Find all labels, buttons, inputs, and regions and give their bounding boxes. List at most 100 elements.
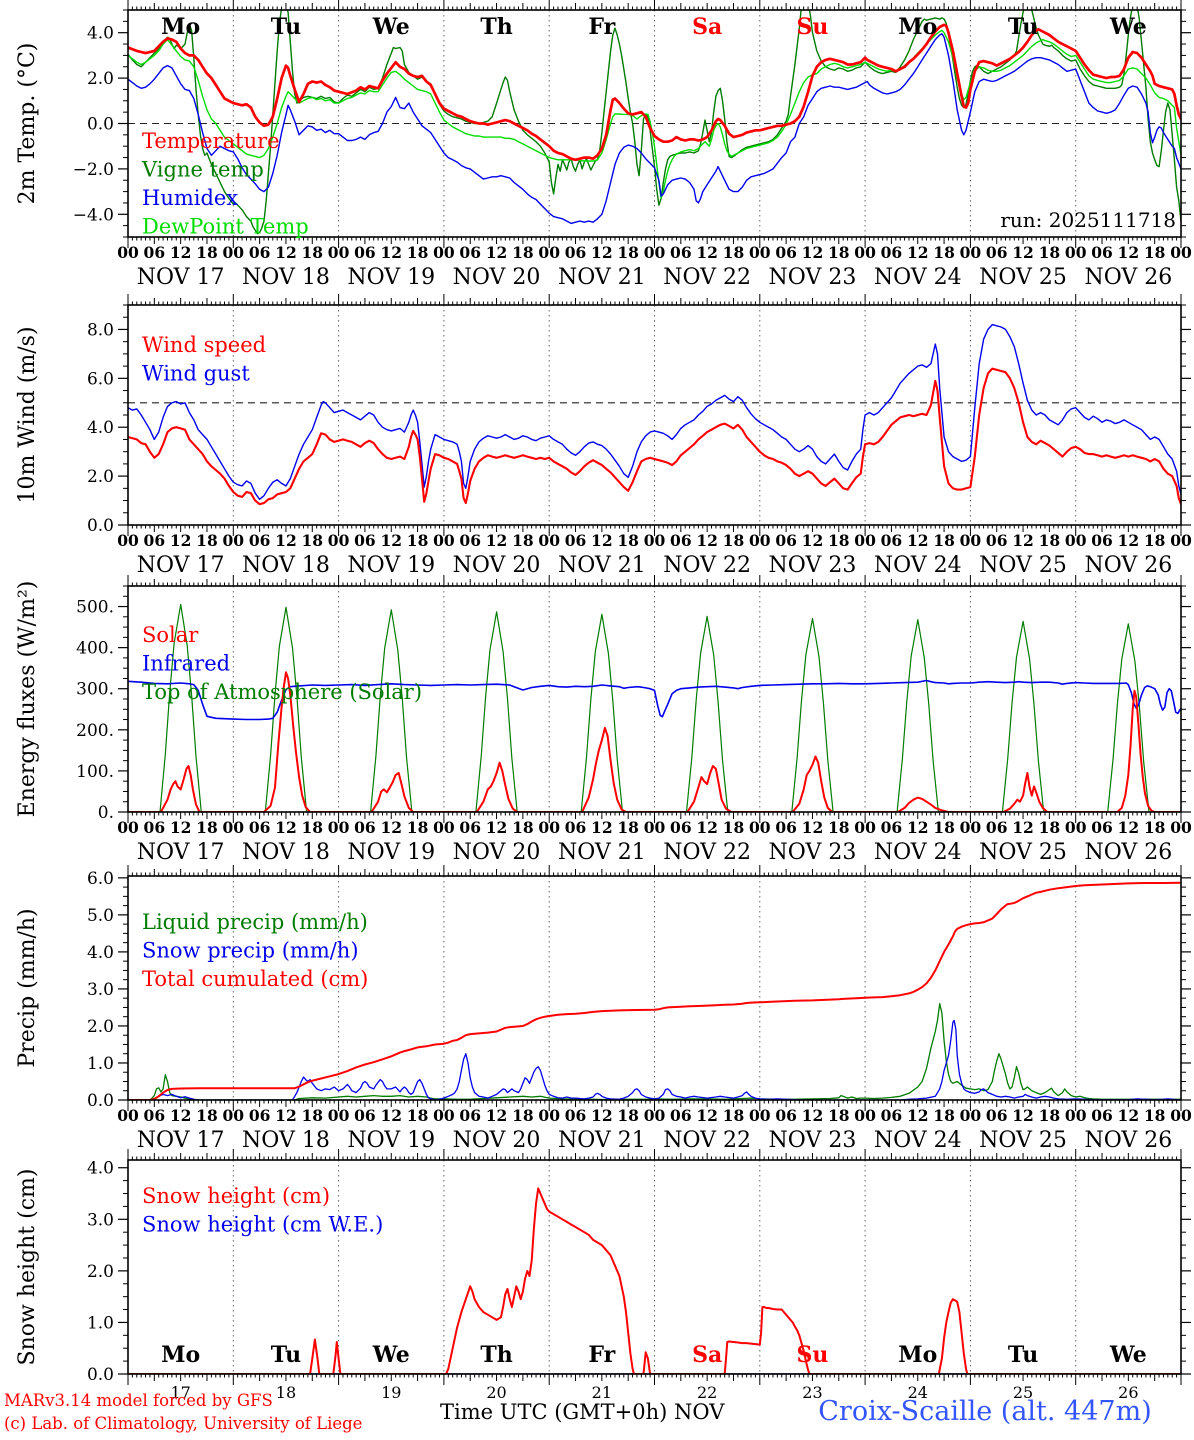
hour-tick-label: 12	[907, 531, 929, 550]
hour-tick-label: 12	[170, 531, 192, 550]
y-axis-title: Energy fluxes (W/m²)	[15, 581, 40, 818]
hour-tick-label: 18	[723, 1106, 745, 1125]
hour-tick-label: 12	[696, 243, 718, 262]
hour-tick-label: 18	[933, 243, 955, 262]
hour-tick-label: 18	[828, 818, 850, 837]
hour-tick-label: 06	[354, 1106, 376, 1125]
hour-tick-label: 12	[170, 1106, 192, 1125]
day-number-label: 22	[697, 1383, 717, 1402]
hour-tick-label: 18	[828, 243, 850, 262]
date-label: NOV 24	[874, 1128, 962, 1153]
date-label: NOV 26	[1084, 265, 1172, 290]
hour-tick-label: 00	[223, 243, 245, 262]
hour-tick-label: 00	[1170, 531, 1192, 550]
date-label: NOV 25	[979, 1128, 1067, 1153]
legend-dewpoint-temp: DewPoint Temp	[142, 215, 309, 239]
hour-tick-label: 00	[749, 243, 771, 262]
hour-tick-label: 18	[1039, 243, 1061, 262]
hour-tick-label: 06	[249, 531, 271, 550]
hour-tick-label: 06	[1091, 243, 1113, 262]
hour-tick-label: 12	[1118, 531, 1140, 550]
hour-tick-label: 18	[828, 531, 850, 550]
series-snow-precip	[128, 1019, 1181, 1100]
date-label: NOV 18	[242, 265, 330, 290]
hour-tick-label: 18	[407, 531, 429, 550]
lab-credit: (c) Lab. of Climatology, University of L…	[4, 1414, 363, 1433]
hour-tick-label: 18	[1144, 531, 1166, 550]
hour-tick-label: 00	[223, 818, 245, 837]
hour-tick-label: 06	[881, 531, 903, 550]
day-name-label: Tu	[1008, 1342, 1038, 1368]
hour-tick-label: 06	[249, 1106, 271, 1125]
station-label: Croix-Scaille (alt. 447m)	[818, 1396, 1152, 1427]
hour-tick-label: 06	[670, 243, 692, 262]
hour-tick-label: 00	[644, 818, 666, 837]
hour-tick-label: 12	[170, 243, 192, 262]
hour-tick-label: 06	[565, 818, 587, 837]
y-axis-title: 10m Wind (m/s)	[15, 326, 40, 503]
hour-tick-label: 06	[1091, 818, 1113, 837]
day-number-label: 17	[170, 1383, 190, 1402]
hour-tick-label: 00	[117, 243, 139, 262]
series-total-cumulated	[128, 881, 1181, 1100]
hour-tick-label: 18	[617, 1106, 639, 1125]
hour-tick-label: 00	[644, 531, 666, 550]
hour-tick-label: 18	[617, 531, 639, 550]
date-label: NOV 25	[979, 265, 1067, 290]
date-label: NOV 19	[347, 265, 435, 290]
hour-tick-label: 18	[1039, 818, 1061, 837]
hour-tick-label: 12	[591, 531, 613, 550]
hour-tick-label: 00	[960, 1106, 982, 1125]
date-label: NOV 22	[663, 265, 751, 290]
hour-tick-label: 18	[1144, 243, 1166, 262]
day-number-label: 19	[381, 1383, 401, 1402]
hour-tick-label: 00	[538, 243, 560, 262]
hour-tick-label: 18	[617, 818, 639, 837]
hour-tick-label: 12	[591, 243, 613, 262]
y-tick-label: 6.0	[87, 869, 114, 889]
y-tick-label: 1.0	[87, 1054, 114, 1074]
legend-snow-height-cm-: Snow height (cm)	[142, 1184, 330, 1208]
date-label: NOV 17	[137, 840, 225, 865]
legend-total-cumulated-cm-: Total cumulated (cm)	[142, 967, 368, 991]
hour-tick-label: 18	[196, 531, 218, 550]
date-label: NOV 23	[769, 840, 857, 865]
hour-tick-label: 06	[881, 818, 903, 837]
y-tick-label: 500.	[76, 598, 114, 618]
hour-tick-label: 18	[1039, 531, 1061, 550]
series-dewpoint-temp	[128, 29, 1181, 200]
hour-tick-label: 12	[486, 531, 508, 550]
day-name-label: Tu	[271, 14, 301, 40]
day-name-label: Fr	[588, 14, 615, 40]
hour-tick-label: 00	[433, 531, 455, 550]
legend-wind-gust: Wind gust	[142, 362, 250, 386]
hour-tick-label: 18	[723, 531, 745, 550]
hour-tick-label: 12	[1012, 1106, 1034, 1125]
date-label: NOV 18	[242, 1128, 330, 1153]
hour-tick-label: 00	[538, 1106, 560, 1125]
series-wind-gust	[128, 323, 1181, 500]
y-tick-label: 200.	[76, 721, 114, 741]
hour-tick-label: 12	[907, 1106, 929, 1125]
y-tick-label: 0.0	[87, 516, 114, 536]
hour-tick-label: 00	[749, 1106, 771, 1125]
hour-tick-label: 12	[275, 243, 297, 262]
date-label: NOV 17	[137, 265, 225, 290]
hour-tick-label: 00	[538, 818, 560, 837]
date-label: NOV 22	[663, 1128, 751, 1153]
hour-tick-label: 12	[275, 818, 297, 837]
date-label: NOV 24	[874, 840, 962, 865]
model-credit: MARv3.14 model forced by GFS	[4, 1391, 273, 1410]
hour-tick-label: 12	[380, 1106, 402, 1125]
date-label: NOV 23	[769, 553, 857, 578]
series-humidex	[128, 33, 1181, 225]
date-label: NOV 26	[1084, 553, 1172, 578]
date-label: NOV 21	[558, 553, 646, 578]
y-tick-label: 0.0	[87, 115, 114, 135]
hour-tick-label: 06	[354, 243, 376, 262]
day-name-label: Th	[480, 1342, 512, 1368]
series-toa-solar	[128, 603, 1181, 812]
hour-tick-label: 12	[1118, 818, 1140, 837]
date-label: NOV 26	[1084, 1128, 1172, 1153]
hour-tick-label: 00	[117, 1106, 139, 1125]
